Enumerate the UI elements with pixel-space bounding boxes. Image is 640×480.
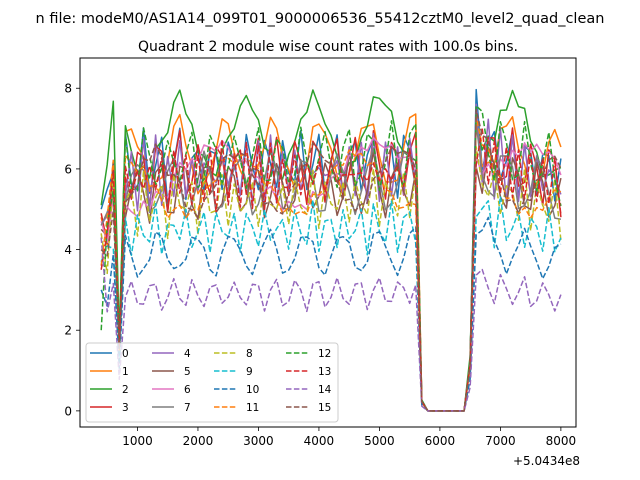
legend-label-2: 2 — [122, 384, 129, 396]
series-line-10 — [100, 216, 562, 412]
x-tick-label: 7000 — [485, 434, 516, 448]
x-tick-label: 8000 — [546, 434, 577, 448]
x-tick-label: 2000 — [183, 434, 214, 448]
legend-label-1: 1 — [122, 366, 129, 378]
legend-label-11: 11 — [246, 402, 259, 414]
plot-frame — [79, 57, 577, 428]
legend-label-12: 12 — [318, 348, 331, 360]
legend-label-10: 10 — [246, 384, 259, 396]
legend-label-15: 15 — [318, 402, 331, 414]
legend-label-14: 14 — [318, 384, 332, 396]
x-tick-label: 1000 — [122, 434, 153, 448]
legend-label-13: 13 — [318, 366, 331, 378]
legend-label-0: 0 — [122, 348, 129, 360]
x-tick-label: 4000 — [304, 434, 335, 448]
y-tick-label: 6 — [64, 162, 72, 176]
ticks-layer: 1000 2000 3000 4000 5000 6000 7000 8000 0 2 4 6 8 — [64, 82, 576, 448]
legend-label-7: 7 — [184, 402, 191, 414]
figure-suptitle: n file: modeM0/AS1A14_099T01_9000006536_… — [36, 11, 605, 27]
series-line-9 — [100, 195, 562, 412]
series-line-6 — [100, 136, 562, 412]
series-line-14 — [100, 237, 562, 412]
y-tick-label: 8 — [64, 82, 72, 96]
x-offset-label: +5.0434e8 — [513, 454, 580, 468]
legend-label-4: 4 — [184, 348, 191, 360]
series-line-13 — [100, 127, 562, 412]
legend-label-8: 8 — [246, 348, 253, 360]
chart-title: Quadrant 2 module wise count rates with … — [138, 39, 518, 55]
y-tick-label: 2 — [64, 324, 72, 338]
series-line-8 — [100, 146, 562, 412]
legend-label-5: 5 — [184, 366, 191, 378]
y-tick-label: 0 — [64, 404, 72, 418]
legend-box — [85, 342, 339, 423]
y-tick-label: 4 — [64, 243, 72, 257]
x-tick-label: 6000 — [425, 434, 456, 448]
x-tick-label: 5000 — [364, 434, 395, 448]
legend-label-3: 3 — [122, 402, 129, 414]
series-line-12 — [100, 105, 562, 412]
series-line-15 — [100, 109, 562, 412]
series-layer — [100, 88, 562, 412]
x-tick-label: 3000 — [243, 434, 274, 448]
legend-label-9: 9 — [246, 366, 253, 378]
legend-label-6: 6 — [184, 384, 191, 396]
